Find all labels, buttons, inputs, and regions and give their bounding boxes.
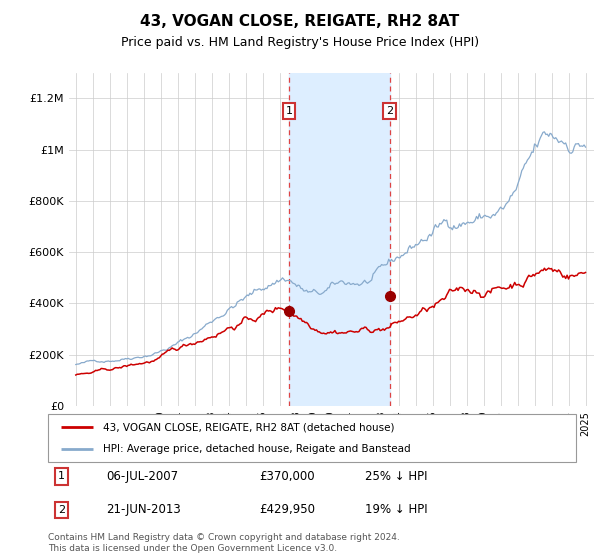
Text: 43, VOGAN CLOSE, REIGATE, RH2 8AT: 43, VOGAN CLOSE, REIGATE, RH2 8AT bbox=[140, 14, 460, 29]
Text: 2: 2 bbox=[386, 106, 393, 116]
Text: 1: 1 bbox=[58, 472, 65, 482]
Text: Contains HM Land Registry data © Crown copyright and database right 2024.
This d: Contains HM Land Registry data © Crown c… bbox=[48, 533, 400, 553]
Text: 19% ↓ HPI: 19% ↓ HPI bbox=[365, 503, 427, 516]
FancyBboxPatch shape bbox=[48, 414, 576, 462]
Text: 1: 1 bbox=[286, 106, 292, 116]
Text: HPI: Average price, detached house, Reigate and Banstead: HPI: Average price, detached house, Reig… bbox=[103, 444, 411, 454]
Text: 21-JUN-2013: 21-JUN-2013 bbox=[106, 503, 181, 516]
Text: 43, VOGAN CLOSE, REIGATE, RH2 8AT (detached house): 43, VOGAN CLOSE, REIGATE, RH2 8AT (detac… bbox=[103, 422, 395, 432]
Text: Price paid vs. HM Land Registry's House Price Index (HPI): Price paid vs. HM Land Registry's House … bbox=[121, 36, 479, 49]
Text: £429,950: £429,950 bbox=[259, 503, 315, 516]
Text: 25% ↓ HPI: 25% ↓ HPI bbox=[365, 470, 427, 483]
Bar bbox=[289, 73, 389, 406]
Text: 06-JUL-2007: 06-JUL-2007 bbox=[106, 470, 178, 483]
Text: 2: 2 bbox=[58, 505, 65, 515]
Text: £370,000: £370,000 bbox=[259, 470, 315, 483]
